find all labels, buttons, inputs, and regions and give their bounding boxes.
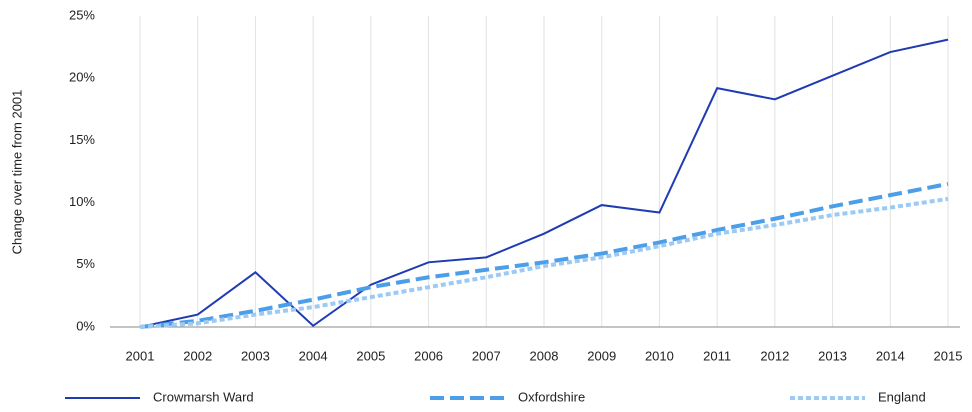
x-tick-label: 2011 [703, 348, 731, 363]
x-tick-label: 2014 [876, 348, 905, 363]
y-axis-label: Change over time from 2001 [9, 90, 24, 255]
x-tick-label: 2001 [126, 348, 155, 363]
line-series [139, 196, 949, 329]
y-tick-label: 10% [69, 194, 95, 209]
y-tick-label: 15% [69, 132, 95, 147]
x-tick-label: 2006 [414, 348, 443, 363]
legend-label: Crowmarsh Ward [153, 389, 254, 404]
legend-label: England [878, 389, 926, 404]
x-tick-label: 2015 [934, 348, 963, 363]
line-series [139, 181, 949, 329]
x-tick-label: 2009 [587, 348, 616, 363]
x-tick-label: 2013 [818, 348, 847, 363]
x-tick-label: 2005 [356, 348, 385, 363]
legend-label: Oxfordshire [518, 389, 585, 404]
y-tick-label: 0% [76, 318, 95, 333]
x-tick-label: 2003 [241, 348, 270, 363]
y-tick-label: 5% [76, 256, 95, 271]
line-series [139, 38, 949, 328]
x-tick-label: 2008 [530, 348, 559, 363]
x-tick-label: 2007 [472, 348, 501, 363]
x-tick-label: 2004 [299, 348, 328, 363]
y-tick-label: 25% [69, 7, 95, 22]
y-tick-label: 20% [69, 70, 95, 85]
x-tick-label: 2002 [183, 348, 212, 363]
x-tick-label: 2010 [645, 348, 674, 363]
x-tick-label: 2012 [760, 348, 789, 363]
